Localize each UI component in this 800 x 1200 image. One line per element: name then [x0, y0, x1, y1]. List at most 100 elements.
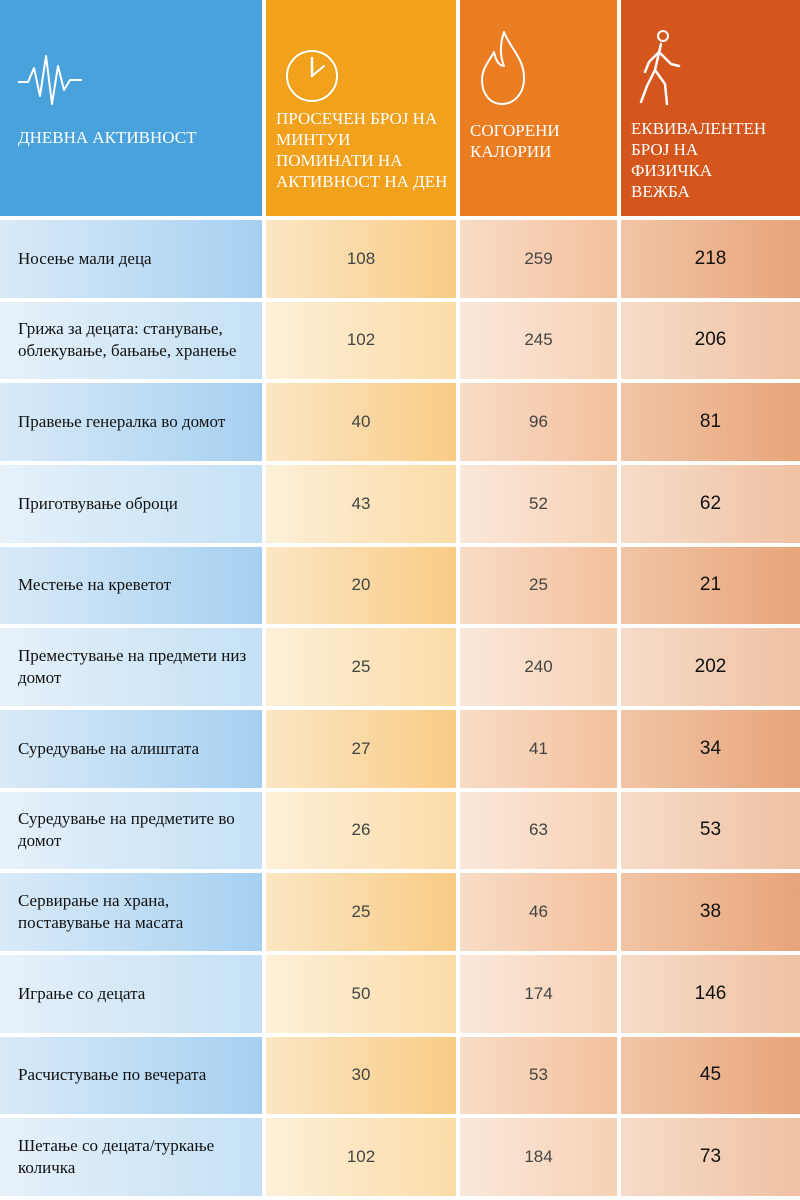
table-row-7-equivalent-cell: 34 — [621, 709, 800, 792]
equivalent-text: 62 — [699, 492, 722, 514]
equivalent-text: 34 — [699, 737, 722, 759]
equivalent-text: 202 — [694, 656, 727, 678]
table-row-11-minutes-cell: 30 — [266, 1036, 460, 1119]
table-row-8-calories-cell: 63 — [460, 791, 621, 874]
table-row-3-equivalent-cell: 81 — [621, 383, 800, 465]
table-row-10-activity-cell: Играње со децата — [0, 954, 266, 1037]
minutes-text: 26 — [351, 820, 371, 840]
equivalent-text: 206 — [694, 329, 727, 351]
table-row-4-equivalent-cell: 62 — [621, 464, 800, 547]
table-row-2-calories-cell: 245 — [460, 301, 621, 384]
table-row-4-calories-cell: 52 — [460, 464, 621, 547]
table-row-2-minutes-cell: 102 — [266, 301, 460, 384]
activity-text: Суредување на предметите во домот — [18, 809, 235, 851]
calories-text: 245 — [524, 330, 553, 350]
table-row-8-equivalent-cell: 53 — [621, 791, 800, 874]
activity-text: Местење на креветот — [18, 575, 172, 595]
table-row-2-equivalent-cell: 206 — [621, 301, 800, 384]
table-row-4-activity-cell: Приготвување оброци — [0, 464, 266, 547]
activity-text: Суредување на алиштата — [18, 738, 200, 758]
table-row-12-calories-cell: 184 — [460, 1118, 621, 1200]
minutes-text: 43 — [351, 493, 371, 513]
calories-text: 53 — [529, 1065, 548, 1085]
table-row-6-activity-cell: Преместување на предмети низ домот — [0, 628, 266, 710]
flame-icon — [476, 28, 530, 113]
equivalent-text: 73 — [699, 1146, 722, 1168]
table-row-9-activity-cell: Сервирање на храна, поставување на масат… — [0, 873, 266, 955]
equivalent-text: 146 — [694, 982, 727, 1004]
minutes-text: 20 — [351, 575, 371, 595]
calories-text: 63 — [529, 820, 548, 840]
table-row-7-calories-cell: 41 — [460, 709, 621, 792]
calories-text: 25 — [529, 575, 548, 595]
header-daily-activity: ДНЕВНА АКТИВНОСТ — [0, 0, 266, 220]
equivalent-text: 38 — [699, 901, 722, 923]
minutes-text: 50 — [351, 983, 371, 1003]
calories-text: 184 — [524, 1147, 553, 1167]
calories-text: 174 — [524, 983, 553, 1003]
equivalent-text: 218 — [694, 247, 727, 269]
table-row-11-calories-cell: 53 — [460, 1036, 621, 1119]
equivalent-text: 53 — [699, 819, 722, 841]
table-row-4-minutes-cell: 43 — [266, 464, 460, 547]
table-row-5-minutes-cell: 20 — [266, 546, 460, 629]
table-row-1-activity-cell: Носење мали деца — [0, 220, 266, 302]
header-label: ДНЕВНА АКТИВНОСТ — [18, 128, 197, 147]
calories-text: 240 — [524, 657, 553, 677]
table-row-6-calories-cell: 240 — [460, 628, 621, 710]
calories-text: 96 — [529, 412, 548, 432]
table-row-8-minutes-cell: 26 — [266, 791, 460, 874]
table-row-1-equivalent-cell: 218 — [621, 220, 800, 302]
calories-text: 259 — [524, 248, 553, 268]
table-row-8-activity-cell: Суредување на предметите во домот — [0, 791, 266, 874]
table-row-12-equivalent-cell: 73 — [621, 1118, 800, 1200]
activity-text: Носење мали деца — [18, 248, 152, 268]
header-label: СОГОРЕНИ КАЛОРИИ — [470, 121, 560, 161]
calories-text: 52 — [529, 493, 548, 513]
minutes-text: 25 — [351, 902, 371, 922]
activity-text: Преместување на предмети низ домот — [18, 646, 247, 688]
equivalent-text: 45 — [699, 1064, 722, 1086]
header-label: ЕКВИВАЛЕНТЕН БРОЈ НА ФИЗИЧКА ВЕЖБА — [631, 119, 767, 201]
table-row-3-calories-cell: 96 — [460, 383, 621, 465]
minutes-text: 30 — [351, 1065, 371, 1085]
header-equivalent-exercise: ЕКВИВАЛЕНТЕН БРОЈ НА ФИЗИЧКА ВЕЖБА — [621, 0, 800, 220]
header-calories-burned: СОГОРЕНИ КАЛОРИИ — [460, 0, 621, 220]
table-row-12-activity-cell: Шетање со децата/туркање количка — [0, 1118, 266, 1200]
table-row-5-calories-cell: 25 — [460, 546, 621, 629]
table-row-2-activity-cell: Грижа за децата: станување, облекување, … — [0, 301, 266, 384]
header-label: ПРОСЕЧЕН БРОЈ НА МИНТУИ ПОМИНАТИ НА АКТИ… — [276, 109, 448, 191]
heartbeat-icon — [17, 52, 83, 113]
activity-text: Сервирање на храна, поставување на масат… — [18, 891, 184, 933]
equivalent-text: 81 — [699, 411, 722, 433]
table-row-9-minutes-cell: 25 — [266, 873, 460, 955]
table-row-3-activity-cell: Правење генералка во домот — [0, 383, 266, 465]
minutes-text: 27 — [351, 738, 371, 758]
table-row-6-equivalent-cell: 202 — [621, 628, 800, 710]
activity-text: Приготвување оброци — [18, 493, 178, 513]
minutes-text: 102 — [346, 330, 376, 350]
table-row-12-minutes-cell: 102 — [266, 1118, 460, 1200]
table-row-11-equivalent-cell: 45 — [621, 1036, 800, 1119]
activity-text: Правење генералка во домот — [18, 412, 226, 432]
table-row-5-equivalent-cell: 21 — [621, 546, 800, 629]
activity-text: Грижа за децата: станување, облекување, … — [18, 319, 237, 361]
table-row-1-minutes-cell: 108 — [266, 220, 460, 302]
table-row-7-activity-cell: Суредување на алиштата — [0, 709, 266, 792]
table-row-10-minutes-cell: 50 — [266, 954, 460, 1037]
minutes-text: 40 — [351, 412, 371, 432]
walking-person-icon — [637, 28, 683, 115]
clock-icon — [286, 38, 346, 115]
table-row-10-equivalent-cell: 146 — [621, 954, 800, 1037]
table-row-1-calories-cell: 259 — [460, 220, 621, 302]
table-row-9-calories-cell: 46 — [460, 873, 621, 955]
minutes-text: 102 — [346, 1147, 376, 1167]
activity-text: Шетање со децата/туркање количка — [18, 1136, 215, 1178]
minutes-text: 108 — [346, 248, 376, 268]
table-row-9-equivalent-cell: 38 — [621, 873, 800, 955]
minutes-text: 25 — [351, 657, 371, 677]
table-row-7-minutes-cell: 27 — [266, 709, 460, 792]
activity-text: Расчистување по вечерата — [18, 1065, 207, 1085]
activity-text: Играње со децата — [18, 983, 146, 1003]
